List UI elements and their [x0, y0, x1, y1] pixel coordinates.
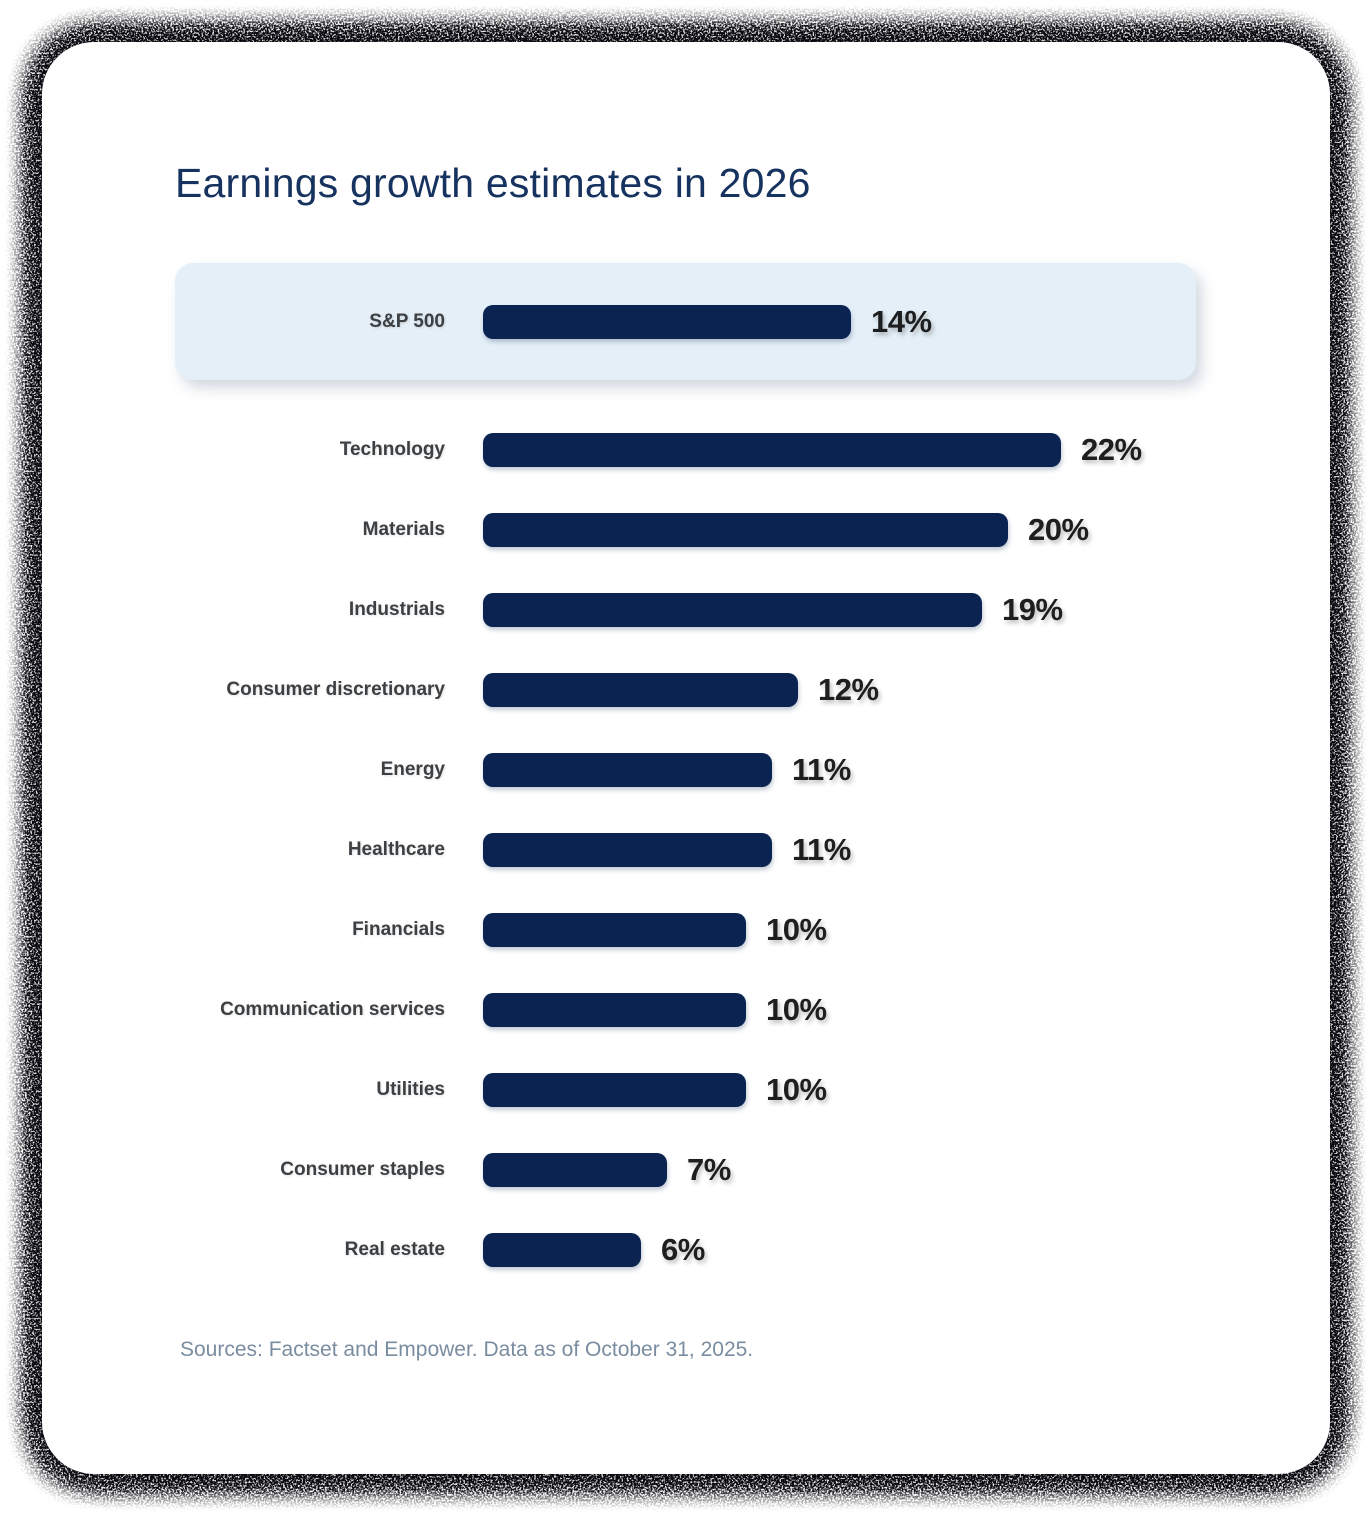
value-label: 6%	[661, 1232, 705, 1267]
category-label: Real estate	[344, 1239, 445, 1260]
category-label: Consumer staples	[280, 1159, 445, 1180]
value-label: 10%	[766, 992, 827, 1027]
category-label: S&P 500	[369, 311, 445, 332]
chart-title: Earnings growth estimates in 2026	[175, 160, 811, 206]
bar	[483, 1153, 667, 1187]
bar	[483, 433, 1061, 467]
category-label: Communication services	[220, 999, 445, 1020]
category-label: Healthcare	[347, 839, 445, 860]
chart-row: Utilities 10%	[42, 1072, 1330, 1107]
bar	[483, 1073, 746, 1107]
category-label: Utilities	[376, 1079, 445, 1100]
value-label: 12%	[818, 672, 879, 707]
chart-row-sp500: S&P 500 14%	[42, 304, 1330, 339]
bar	[483, 593, 982, 627]
bar	[483, 673, 798, 707]
chart-row: Financials 10%	[42, 912, 1330, 947]
value-label: 10%	[766, 912, 827, 947]
value-label: 11%	[792, 832, 851, 867]
bar	[483, 513, 1008, 547]
chart-row: Real estate 6%	[42, 1232, 1330, 1267]
bar	[483, 753, 772, 787]
bar	[483, 993, 746, 1027]
category-label: Consumer discretionary	[226, 679, 445, 700]
chart-row: Materials 20%	[42, 512, 1330, 547]
chart-row: Technology 22%	[42, 432, 1330, 467]
chart-row: Industrials 19%	[42, 592, 1330, 627]
chart-row: Consumer staples 7%	[42, 1152, 1330, 1187]
value-label: 7%	[687, 1152, 731, 1187]
value-label: 10%	[766, 1072, 827, 1107]
bar	[483, 833, 772, 867]
bar	[483, 1233, 641, 1267]
chart-row: Communication services 10%	[42, 992, 1330, 1027]
bar-sp500	[483, 305, 851, 339]
bar	[483, 913, 746, 947]
source-note: Sources: Factset and Empower. Data as of…	[180, 1338, 754, 1361]
chart-row: Energy 11%	[42, 752, 1330, 787]
category-label: Technology	[339, 439, 445, 460]
value-label: 22%	[1081, 432, 1142, 467]
category-label: Energy	[380, 759, 445, 780]
chart-card: Earnings growth estimates in 2026 S&P 50…	[42, 42, 1330, 1474]
value-label: 20%	[1028, 512, 1089, 547]
chart-row: Consumer discretionary 12%	[42, 672, 1330, 707]
sector-rows: Technology 22% Materials 20% Industrials 19% C…	[42, 432, 1330, 1313]
category-label: Industrials	[348, 599, 445, 620]
chart-row: Healthcare 11%	[42, 832, 1330, 867]
value-label: 19%	[1002, 592, 1063, 627]
category-label: Financials	[352, 919, 445, 940]
value-label: 14%	[871, 304, 932, 339]
value-label: 11%	[792, 752, 851, 787]
category-label: Materials	[362, 519, 445, 540]
